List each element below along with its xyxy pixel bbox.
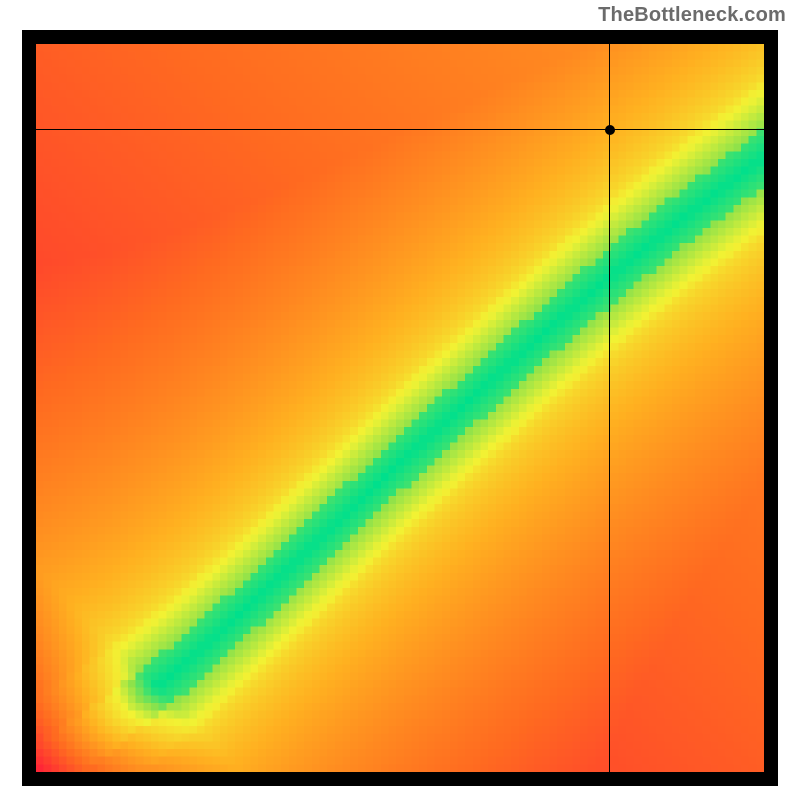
- heatmap-canvas: [36, 44, 764, 772]
- crosshair-marker: [605, 125, 615, 135]
- crosshair-vertical-line: [609, 44, 610, 772]
- heatmap-plot-area: [36, 44, 764, 772]
- crosshair-horizontal-line: [36, 129, 764, 130]
- watermark-text: TheBottleneck.com: [598, 4, 786, 27]
